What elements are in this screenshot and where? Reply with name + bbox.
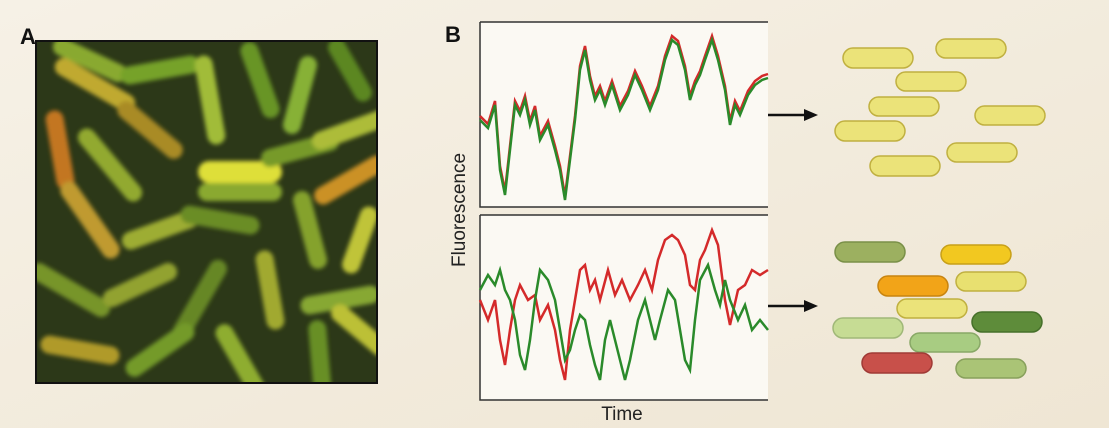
panel-label: A <box>20 24 36 49</box>
panel-label: B <box>445 22 461 47</box>
varied-cells <box>832 241 1043 379</box>
uniform-cells <box>834 38 1046 177</box>
micrograph <box>36 41 377 383</box>
y-axis-label: Fluorescence <box>449 153 470 267</box>
x-axis-label: Time <box>601 404 643 425</box>
arrows <box>768 109 818 312</box>
micrograph-frame <box>35 40 378 384</box>
bottom-plot <box>478 214 769 401</box>
top-plot <box>479 21 769 208</box>
